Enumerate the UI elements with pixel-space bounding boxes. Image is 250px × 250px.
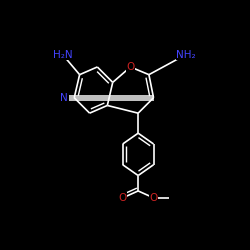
- Text: O: O: [150, 193, 158, 203]
- Text: NH₂: NH₂: [176, 50, 196, 60]
- Text: O: O: [118, 193, 127, 203]
- Text: H₂N: H₂N: [53, 50, 72, 60]
- Text: O: O: [126, 62, 134, 72]
- Text: N: N: [60, 93, 68, 103]
